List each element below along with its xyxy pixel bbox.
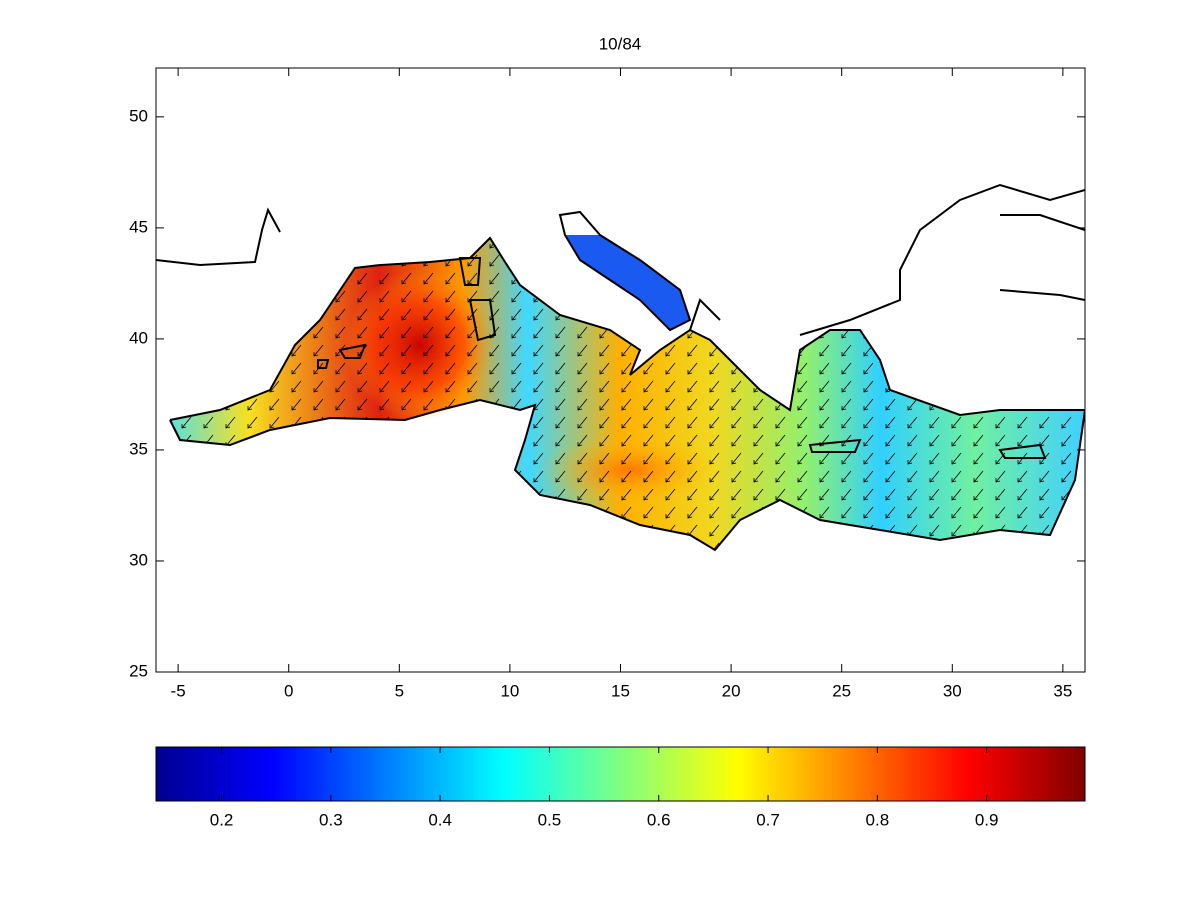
x-tick-label: 35 <box>1053 681 1072 700</box>
adriatic-field <box>565 235 690 330</box>
x-tick-label: 5 <box>395 681 404 700</box>
x-tick-label: 25 <box>832 681 851 700</box>
x-tick-label: 30 <box>943 681 962 700</box>
colorbar-tick-label: 0.2 <box>210 810 234 829</box>
x-tick-label: 10 <box>500 681 519 700</box>
y-tick-label: 45 <box>129 217 148 236</box>
x-tick-label: -5 <box>171 681 186 700</box>
colorbar-tick-label: 0.8 <box>866 810 890 829</box>
coastline <box>156 183 1085 552</box>
y-tick-label: 25 <box>129 661 148 680</box>
colorbar-tick-label: 0.7 <box>756 810 780 829</box>
colorbar-tick-label: 0.5 <box>538 810 562 829</box>
x-tick-label: 20 <box>722 681 741 700</box>
y-tick-label: 30 <box>129 550 148 569</box>
colorbar <box>155 746 1086 802</box>
colorbar-tick-label: 0.9 <box>975 810 999 829</box>
x-tick-label: 15 <box>611 681 630 700</box>
colorbar-tick-label: 0.6 <box>647 810 671 829</box>
chart-title: 10/84 <box>599 34 642 53</box>
y-tick-label: 40 <box>129 328 148 347</box>
x-tick-label: 0 <box>284 681 293 700</box>
colorbar-tick-label: 0.3 <box>319 810 343 829</box>
colorbar-tick-label: 0.4 <box>428 810 452 829</box>
velocity-arrows <box>170 238 1085 550</box>
y-tick-label: 35 <box>129 439 148 458</box>
map-field <box>156 183 1085 552</box>
y-tick-label: 50 <box>129 106 148 125</box>
